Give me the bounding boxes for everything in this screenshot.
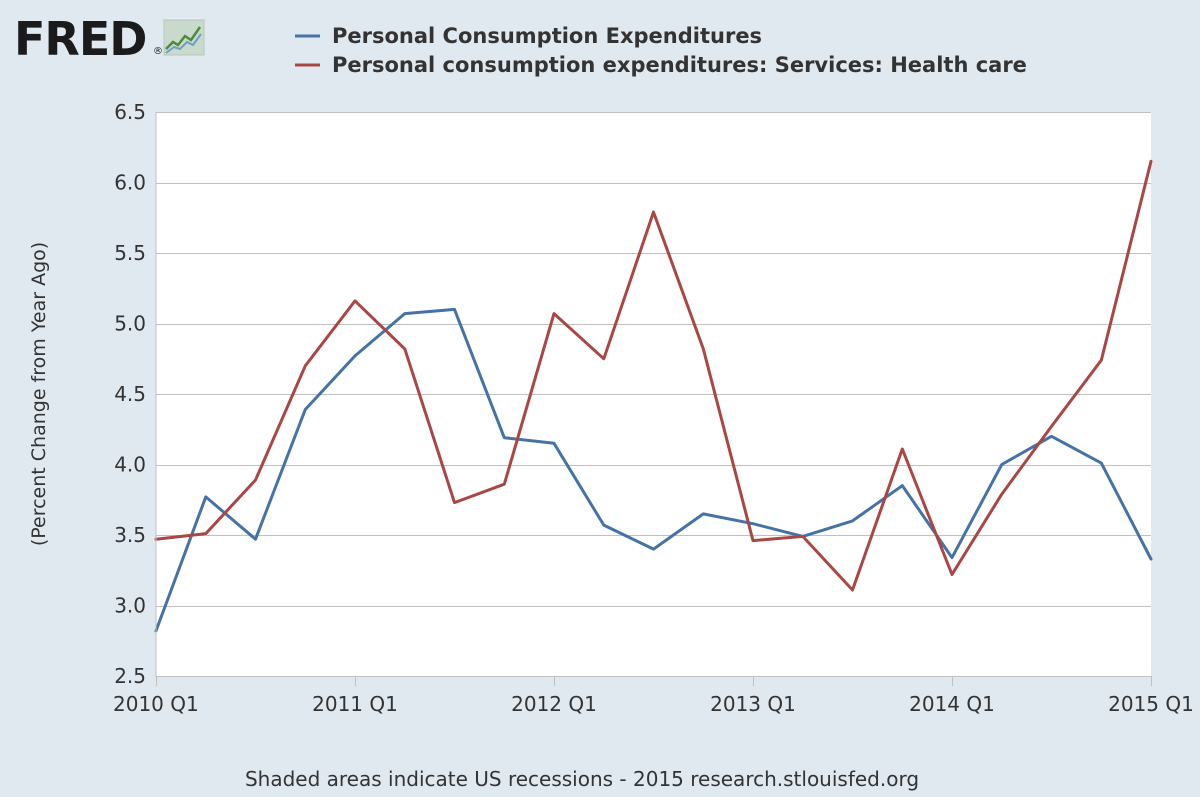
- fred-logo-text: FRED: [14, 12, 146, 66]
- data-point-health-care[interactable]: [302, 363, 308, 369]
- series-line-health-care[interactable]: [154, 159, 1153, 592]
- data-point-pce[interactable]: [899, 483, 905, 489]
- y-tick-label: 3.0: [114, 594, 146, 618]
- legend-label-health-care: Personal consumption expenditures: Servi…: [332, 53, 1027, 77]
- data-point-pce[interactable]: [949, 555, 955, 561]
- series-line-pce[interactable]: [154, 307, 1153, 633]
- x-tick-label: 2011 Q1: [312, 692, 398, 716]
- data-point-pce[interactable]: [551, 440, 557, 446]
- fred-logo[interactable]: FRED ®: [14, 12, 205, 66]
- data-point-pce[interactable]: [1098, 460, 1104, 466]
- legend-item-pce[interactable]: Personal Consumption Expenditures: [295, 24, 762, 48]
- data-point-health-care[interactable]: [352, 298, 358, 304]
- data-point-pce[interactable]: [302, 407, 308, 413]
- data-point-pce[interactable]: [651, 546, 657, 552]
- data-point-health-care[interactable]: [1098, 357, 1104, 363]
- gridlines: [156, 112, 1151, 607]
- data-point-pce[interactable]: [402, 311, 408, 317]
- data-point-pce[interactable]: [501, 435, 507, 441]
- y-tick-label: 4.5: [114, 382, 146, 406]
- x-tick-label: 2014 Q1: [909, 692, 995, 716]
- data-point-health-care[interactable]: [452, 500, 458, 506]
- data-point-pce[interactable]: [601, 522, 607, 528]
- y-tick-label: 6.0: [114, 171, 146, 195]
- data-point-health-care[interactable]: [651, 209, 657, 215]
- y-tick-label: 4.0: [114, 453, 146, 477]
- y-axis-title: (Percent Change from Year Ago): [28, 242, 50, 546]
- footer-note: Shaded areas indicate US recessions - 20…: [245, 767, 919, 791]
- x-tick-label: 2010 Q1: [113, 692, 199, 716]
- data-point-pce[interactable]: [352, 353, 358, 359]
- data-point-health-care[interactable]: [203, 531, 209, 537]
- data-point-health-care[interactable]: [601, 356, 607, 362]
- legend-item-health-care[interactable]: Personal consumption expenditures: Servi…: [295, 53, 1027, 77]
- x-tick-label: 2012 Q1: [511, 692, 597, 716]
- data-point-health-care[interactable]: [402, 346, 408, 352]
- y-tick-label: 6.5: [114, 100, 146, 124]
- y-tick-label: 3.5: [114, 523, 146, 547]
- data-point-pce[interactable]: [1148, 556, 1154, 562]
- data-point-health-care[interactable]: [750, 538, 756, 544]
- data-point-health-care[interactable]: [253, 477, 259, 483]
- data-point-health-care[interactable]: [850, 587, 856, 593]
- data-point-health-care[interactable]: [1148, 158, 1154, 164]
- series-group: [154, 158, 1154, 633]
- data-point-pce[interactable]: [999, 462, 1005, 468]
- data-point-pce[interactable]: [850, 518, 856, 524]
- trend-graph-icon: [163, 19, 205, 56]
- data-point-pce[interactable]: [253, 536, 259, 542]
- data-point-health-care[interactable]: [949, 572, 955, 578]
- x-tick-label: 2013 Q1: [710, 692, 796, 716]
- y-axis-ticks: 2.5 3.0 3.5 4.0 4.5 5.0 5.5 6.0 6.5: [114, 100, 146, 688]
- data-point-health-care[interactable]: [1049, 423, 1055, 429]
- data-point-health-care[interactable]: [899, 446, 905, 452]
- data-point-health-care[interactable]: [551, 311, 557, 317]
- data-point-pce[interactable]: [750, 521, 756, 527]
- data-point-pce[interactable]: [203, 494, 209, 500]
- registered-mark: ®: [153, 46, 163, 57]
- y-tick-label: 2.5: [114, 664, 146, 688]
- data-point-health-care[interactable]: [800, 533, 806, 539]
- x-tick-label: 2015 Q1: [1108, 692, 1194, 716]
- data-point-pce[interactable]: [700, 511, 706, 517]
- data-point-health-care[interactable]: [700, 346, 706, 352]
- legend: Personal Consumption Expenditures Person…: [295, 24, 1027, 77]
- legend-label-pce: Personal Consumption Expenditures: [332, 24, 762, 48]
- data-point-pce[interactable]: [452, 306, 458, 312]
- x-axis-ticks: 2010 Q1 2011 Q1 2012 Q1 2013 Q1 2014 Q1 2015 …: [113, 676, 1194, 716]
- data-point-health-care[interactable]: [999, 491, 1005, 497]
- data-point-health-care[interactable]: [501, 481, 507, 487]
- data-point-pce[interactable]: [1049, 433, 1055, 439]
- y-tick-label: 5.5: [114, 241, 146, 265]
- y-tick-label: 5.0: [114, 312, 146, 336]
